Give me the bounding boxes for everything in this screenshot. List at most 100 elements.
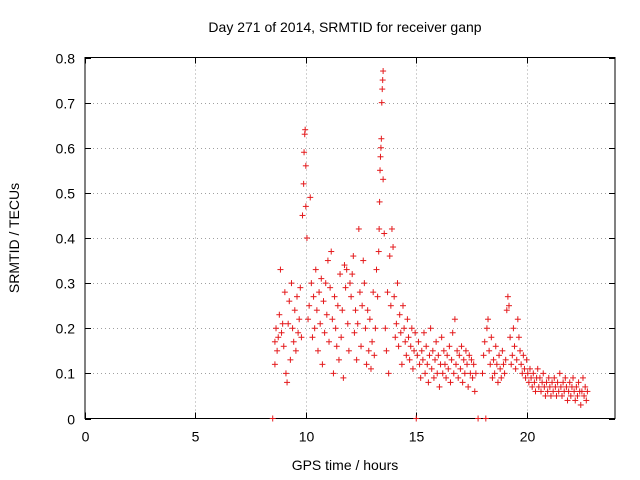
- data-point: [482, 415, 489, 422]
- data-point: [485, 316, 492, 323]
- data-point: [290, 338, 297, 345]
- data-point: [332, 325, 339, 332]
- data-point: [458, 343, 465, 350]
- data-point: [425, 379, 432, 386]
- data-point: [334, 302, 341, 309]
- data-point: [522, 374, 529, 381]
- data-point: [413, 415, 420, 422]
- data-point: [446, 343, 453, 350]
- data-point: [512, 365, 519, 372]
- data-point: [286, 298, 293, 305]
- data-point: [496, 352, 503, 359]
- data-point: [308, 280, 315, 287]
- data-point: [579, 374, 586, 381]
- data-point: [546, 383, 553, 390]
- data-point: [355, 225, 362, 232]
- data-point: [573, 383, 580, 390]
- data-point: [562, 374, 569, 381]
- data-point: [343, 266, 350, 273]
- data-point: [420, 329, 427, 336]
- data-point: [316, 289, 323, 296]
- data-point: [354, 320, 361, 327]
- data-point: [488, 334, 495, 341]
- data-point: [401, 325, 408, 332]
- data-point: [427, 325, 434, 332]
- data-point: [510, 325, 517, 332]
- data-point: [457, 365, 464, 372]
- data-point: [483, 325, 490, 332]
- data-point: [322, 280, 329, 287]
- data-point: [416, 361, 423, 368]
- data-point: [309, 334, 316, 341]
- data-point: [503, 307, 510, 314]
- data-point: [408, 325, 415, 332]
- data-point: [321, 329, 328, 336]
- data-point: [494, 379, 501, 386]
- y-tick-label: 0.1: [56, 366, 76, 382]
- data-point: [513, 356, 520, 363]
- data-point: [312, 266, 319, 273]
- x-tick-label: 10: [299, 429, 315, 445]
- data-point: [377, 167, 384, 174]
- data-point: [584, 388, 591, 395]
- data-point: [348, 293, 355, 300]
- data-point: [460, 356, 467, 363]
- data-point: [353, 356, 360, 363]
- data-point: [502, 356, 509, 363]
- y-tick-label: 0.2: [56, 321, 76, 337]
- data-point: [490, 356, 497, 363]
- data-point: [391, 293, 398, 300]
- data-point: [424, 361, 431, 368]
- data-point: [289, 325, 296, 332]
- data-point: [277, 266, 284, 273]
- data-point: [521, 365, 528, 372]
- data-point: [560, 379, 567, 386]
- data-point: [507, 334, 514, 341]
- data-point: [499, 347, 506, 354]
- data-point: [414, 352, 421, 359]
- data-point: [402, 338, 409, 345]
- data-point: [439, 370, 446, 377]
- data-point: [364, 307, 371, 314]
- data-point: [294, 293, 300, 300]
- data-point: [426, 352, 433, 359]
- data-point: [550, 388, 557, 395]
- data-point: [345, 347, 352, 354]
- data-point: [269, 415, 276, 422]
- data-point: [462, 347, 469, 354]
- chart-title: Day 271 of 2014, SRMTID for receiver gan…: [208, 19, 481, 35]
- data-point: [356, 289, 363, 296]
- data-point: [435, 352, 442, 359]
- data-point: [338, 334, 345, 341]
- data-point: [487, 361, 494, 368]
- data-point: [547, 392, 554, 399]
- data-point: [430, 374, 437, 381]
- data-point: [310, 293, 317, 300]
- data-point: [298, 334, 305, 341]
- data-point: [373, 266, 380, 273]
- data-point: [448, 356, 455, 363]
- data-point: [475, 415, 482, 422]
- data-point: [407, 343, 414, 350]
- data-point: [405, 334, 412, 341]
- data-point: [396, 311, 403, 318]
- axis-ticks: [85, 57, 615, 420]
- data-point: [432, 356, 439, 363]
- data-point: [567, 392, 574, 399]
- data-point: [282, 370, 289, 377]
- data-point: [441, 361, 448, 368]
- data-point: [278, 329, 285, 336]
- data-point: [468, 356, 475, 363]
- x-axis-label: GPS time / hours: [292, 457, 399, 473]
- data-point: [571, 388, 578, 395]
- data-point: [456, 352, 463, 359]
- data-point: [471, 388, 478, 395]
- data-point: [313, 307, 320, 314]
- data-point: [552, 383, 559, 390]
- grid: [85, 57, 615, 419]
- data-point: [327, 284, 334, 291]
- data-point: [303, 235, 310, 241]
- y-tick-label: 0: [67, 412, 75, 428]
- data-point: [411, 347, 418, 354]
